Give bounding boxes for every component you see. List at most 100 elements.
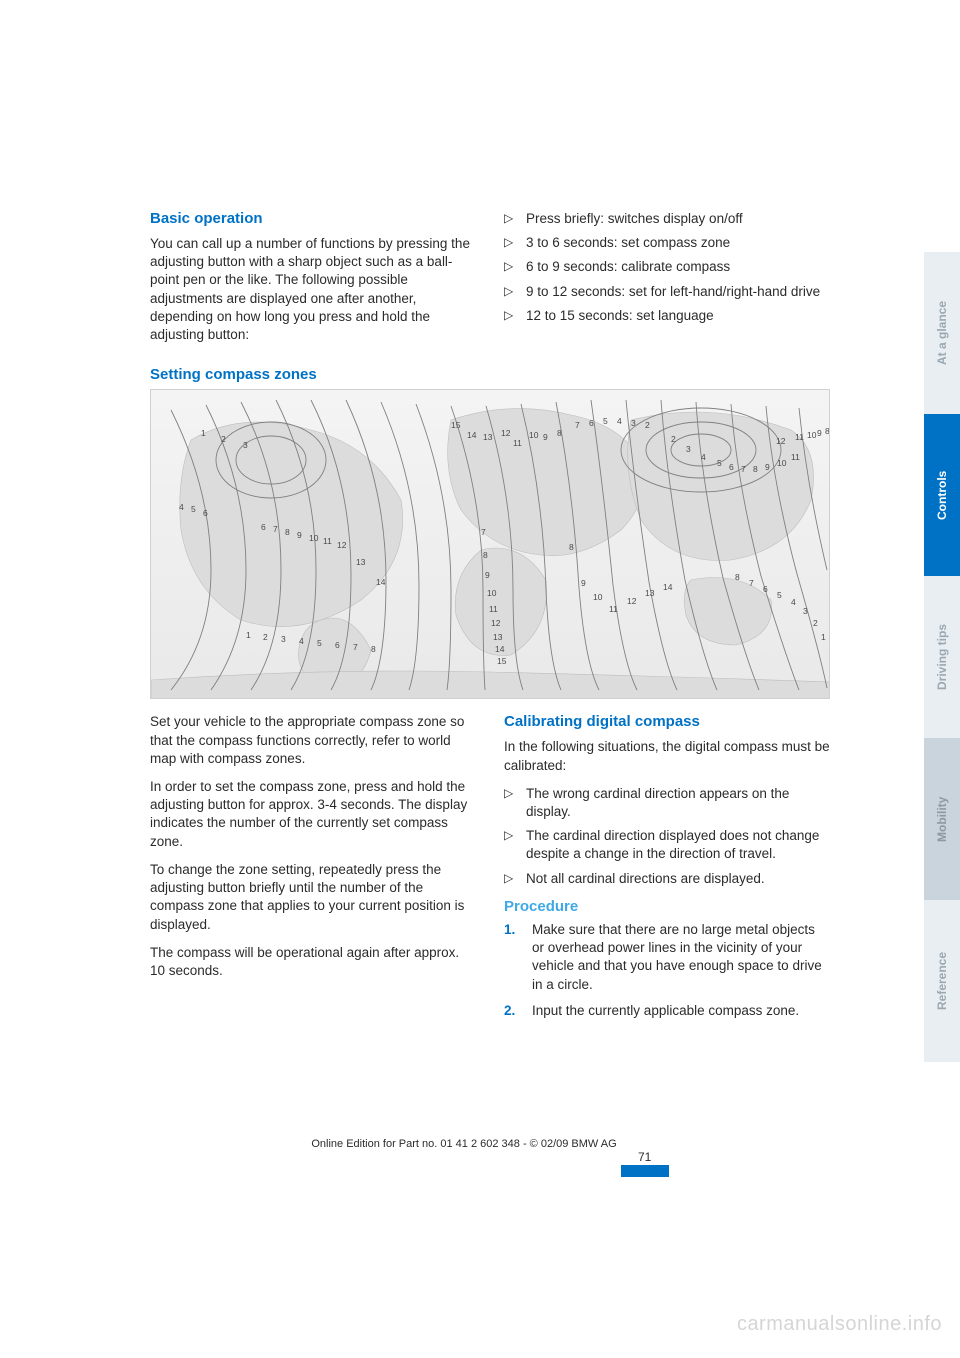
page-footer: Online Edition for Part no. 01 41 2 602 …	[150, 1150, 830, 1177]
list-item: 6 to 9 seconds: calibrate compass	[504, 258, 830, 276]
map-svg: 123 456 678 91011 121314 123 456 78 1514…	[151, 390, 830, 699]
svg-text:7: 7	[575, 420, 580, 430]
svg-text:5: 5	[777, 590, 782, 600]
svg-text:4: 4	[791, 597, 796, 607]
heading-basic-operation: Basic operation	[150, 210, 476, 227]
svg-text:2: 2	[221, 434, 226, 444]
col-right-upper: Press briefly: switches display on/off 3…	[504, 210, 830, 354]
list-item: Press briefly: switches display on/off	[504, 210, 830, 228]
svg-text:3: 3	[803, 606, 808, 616]
svg-text:6: 6	[589, 418, 594, 428]
svg-text:11: 11	[791, 452, 800, 462]
svg-text:6: 6	[203, 508, 208, 518]
svg-text:3: 3	[243, 440, 248, 450]
page-number: 71	[621, 1150, 669, 1164]
list-item: Make sure that there are no large metal …	[504, 921, 830, 994]
svg-text:11: 11	[489, 604, 498, 614]
map-section: Setting compass zones	[150, 366, 830, 699]
svg-text:6: 6	[763, 584, 768, 594]
svg-text:13: 13	[645, 588, 655, 598]
col-left-upper: Basic operation You can call up a number…	[150, 210, 476, 354]
svg-text:5: 5	[603, 416, 608, 426]
svg-text:1: 1	[821, 632, 826, 642]
svg-text:10: 10	[309, 533, 319, 543]
svg-text:4: 4	[617, 416, 622, 426]
tab-mobility[interactable]: Mobility	[924, 738, 960, 900]
svg-text:7: 7	[273, 524, 278, 534]
svg-text:8: 8	[557, 428, 562, 438]
svg-text:4: 4	[701, 452, 706, 462]
svg-text:11: 11	[323, 536, 332, 546]
svg-text:14: 14	[495, 644, 505, 654]
svg-text:15: 15	[451, 420, 461, 430]
svg-text:15: 15	[497, 656, 507, 666]
heading-procedure: Procedure	[504, 898, 830, 915]
svg-text:9: 9	[765, 462, 770, 472]
svg-text:4: 4	[179, 502, 184, 512]
procedure-list: Make sure that there are no large metal …	[504, 921, 830, 1020]
svg-text:5: 5	[717, 458, 722, 468]
svg-text:14: 14	[467, 430, 477, 440]
list-item: Not all cardinal directions are displaye…	[504, 870, 830, 888]
set-zone-p4: The compass will be operational again af…	[150, 944, 476, 980]
svg-text:6: 6	[261, 522, 266, 532]
svg-text:12: 12	[776, 436, 786, 446]
tab-reference[interactable]: Reference	[924, 900, 960, 1062]
svg-text:6: 6	[335, 640, 340, 650]
svg-text:7: 7	[749, 578, 754, 588]
svg-text:11: 11	[795, 432, 804, 442]
svg-text:2: 2	[263, 632, 268, 642]
calibrate-intro: In the following situations, the digital…	[504, 738, 830, 774]
heading-setting-zones: Setting compass zones	[150, 366, 830, 383]
heading-calibrating: Calibrating digital compass	[504, 713, 830, 730]
lower-columns: Set your vehicle to the appropriate comp…	[150, 713, 830, 1028]
svg-text:12: 12	[491, 618, 501, 628]
svg-text:3: 3	[686, 444, 691, 454]
upper-columns: Basic operation You can call up a number…	[150, 210, 830, 354]
svg-text:10: 10	[593, 592, 603, 602]
svg-text:7: 7	[481, 527, 486, 537]
svg-text:8: 8	[371, 644, 376, 654]
svg-text:2: 2	[671, 434, 676, 444]
page-number-box: 71	[621, 1150, 669, 1177]
svg-text:10: 10	[807, 430, 817, 440]
svg-text:11: 11	[513, 438, 522, 448]
list-item: Input the currently applicable compass z…	[504, 1002, 830, 1020]
tab-driving-tips[interactable]: Driving tips	[924, 576, 960, 738]
svg-text:13: 13	[356, 557, 366, 567]
list-item: 12 to 15 seconds: set language	[504, 307, 830, 325]
list-item: The wrong cardinal direction appears on …	[504, 785, 830, 821]
side-tabs: At a glance Controls Driving tips Mobili…	[924, 252, 960, 1062]
svg-text:14: 14	[663, 582, 673, 592]
watermark: carmanualsonline.info	[737, 1313, 942, 1336]
svg-text:8: 8	[825, 426, 830, 436]
svg-text:10: 10	[529, 430, 539, 440]
svg-text:10: 10	[487, 588, 497, 598]
compass-zone-map: 123 456 678 91011 121314 123 456 78 1514…	[150, 389, 830, 699]
svg-text:8: 8	[735, 572, 740, 582]
svg-text:9: 9	[485, 570, 490, 580]
svg-text:1: 1	[246, 630, 251, 640]
tab-controls[interactable]: Controls	[924, 414, 960, 576]
svg-text:6: 6	[729, 462, 734, 472]
col-right-lower: Calibrating digital compass In the follo…	[504, 713, 830, 1028]
svg-text:9: 9	[297, 530, 302, 540]
col-left-lower: Set your vehicle to the appropriate comp…	[150, 713, 476, 1028]
svg-text:2: 2	[645, 420, 650, 430]
list-item: 3 to 6 seconds: set compass zone	[504, 234, 830, 252]
svg-text:13: 13	[493, 632, 503, 642]
svg-text:7: 7	[353, 642, 358, 652]
footer-edition-line: Online Edition for Part no. 01 41 2 602 …	[311, 1138, 616, 1150]
set-zone-p3: To change the zone setting, repeatedly p…	[150, 861, 476, 934]
calibrate-list: The wrong cardinal direction appears on …	[504, 785, 830, 888]
svg-text:3: 3	[631, 418, 636, 428]
svg-text:7: 7	[741, 464, 746, 474]
svg-text:3: 3	[281, 634, 286, 644]
set-zone-p2: In order to set the compass zone, press …	[150, 778, 476, 851]
svg-text:5: 5	[191, 504, 196, 514]
svg-text:13: 13	[483, 432, 493, 442]
tab-at-a-glance[interactable]: At a glance	[924, 252, 960, 414]
svg-text:14: 14	[376, 577, 386, 587]
svg-text:8: 8	[753, 464, 758, 474]
svg-text:5: 5	[317, 638, 322, 648]
